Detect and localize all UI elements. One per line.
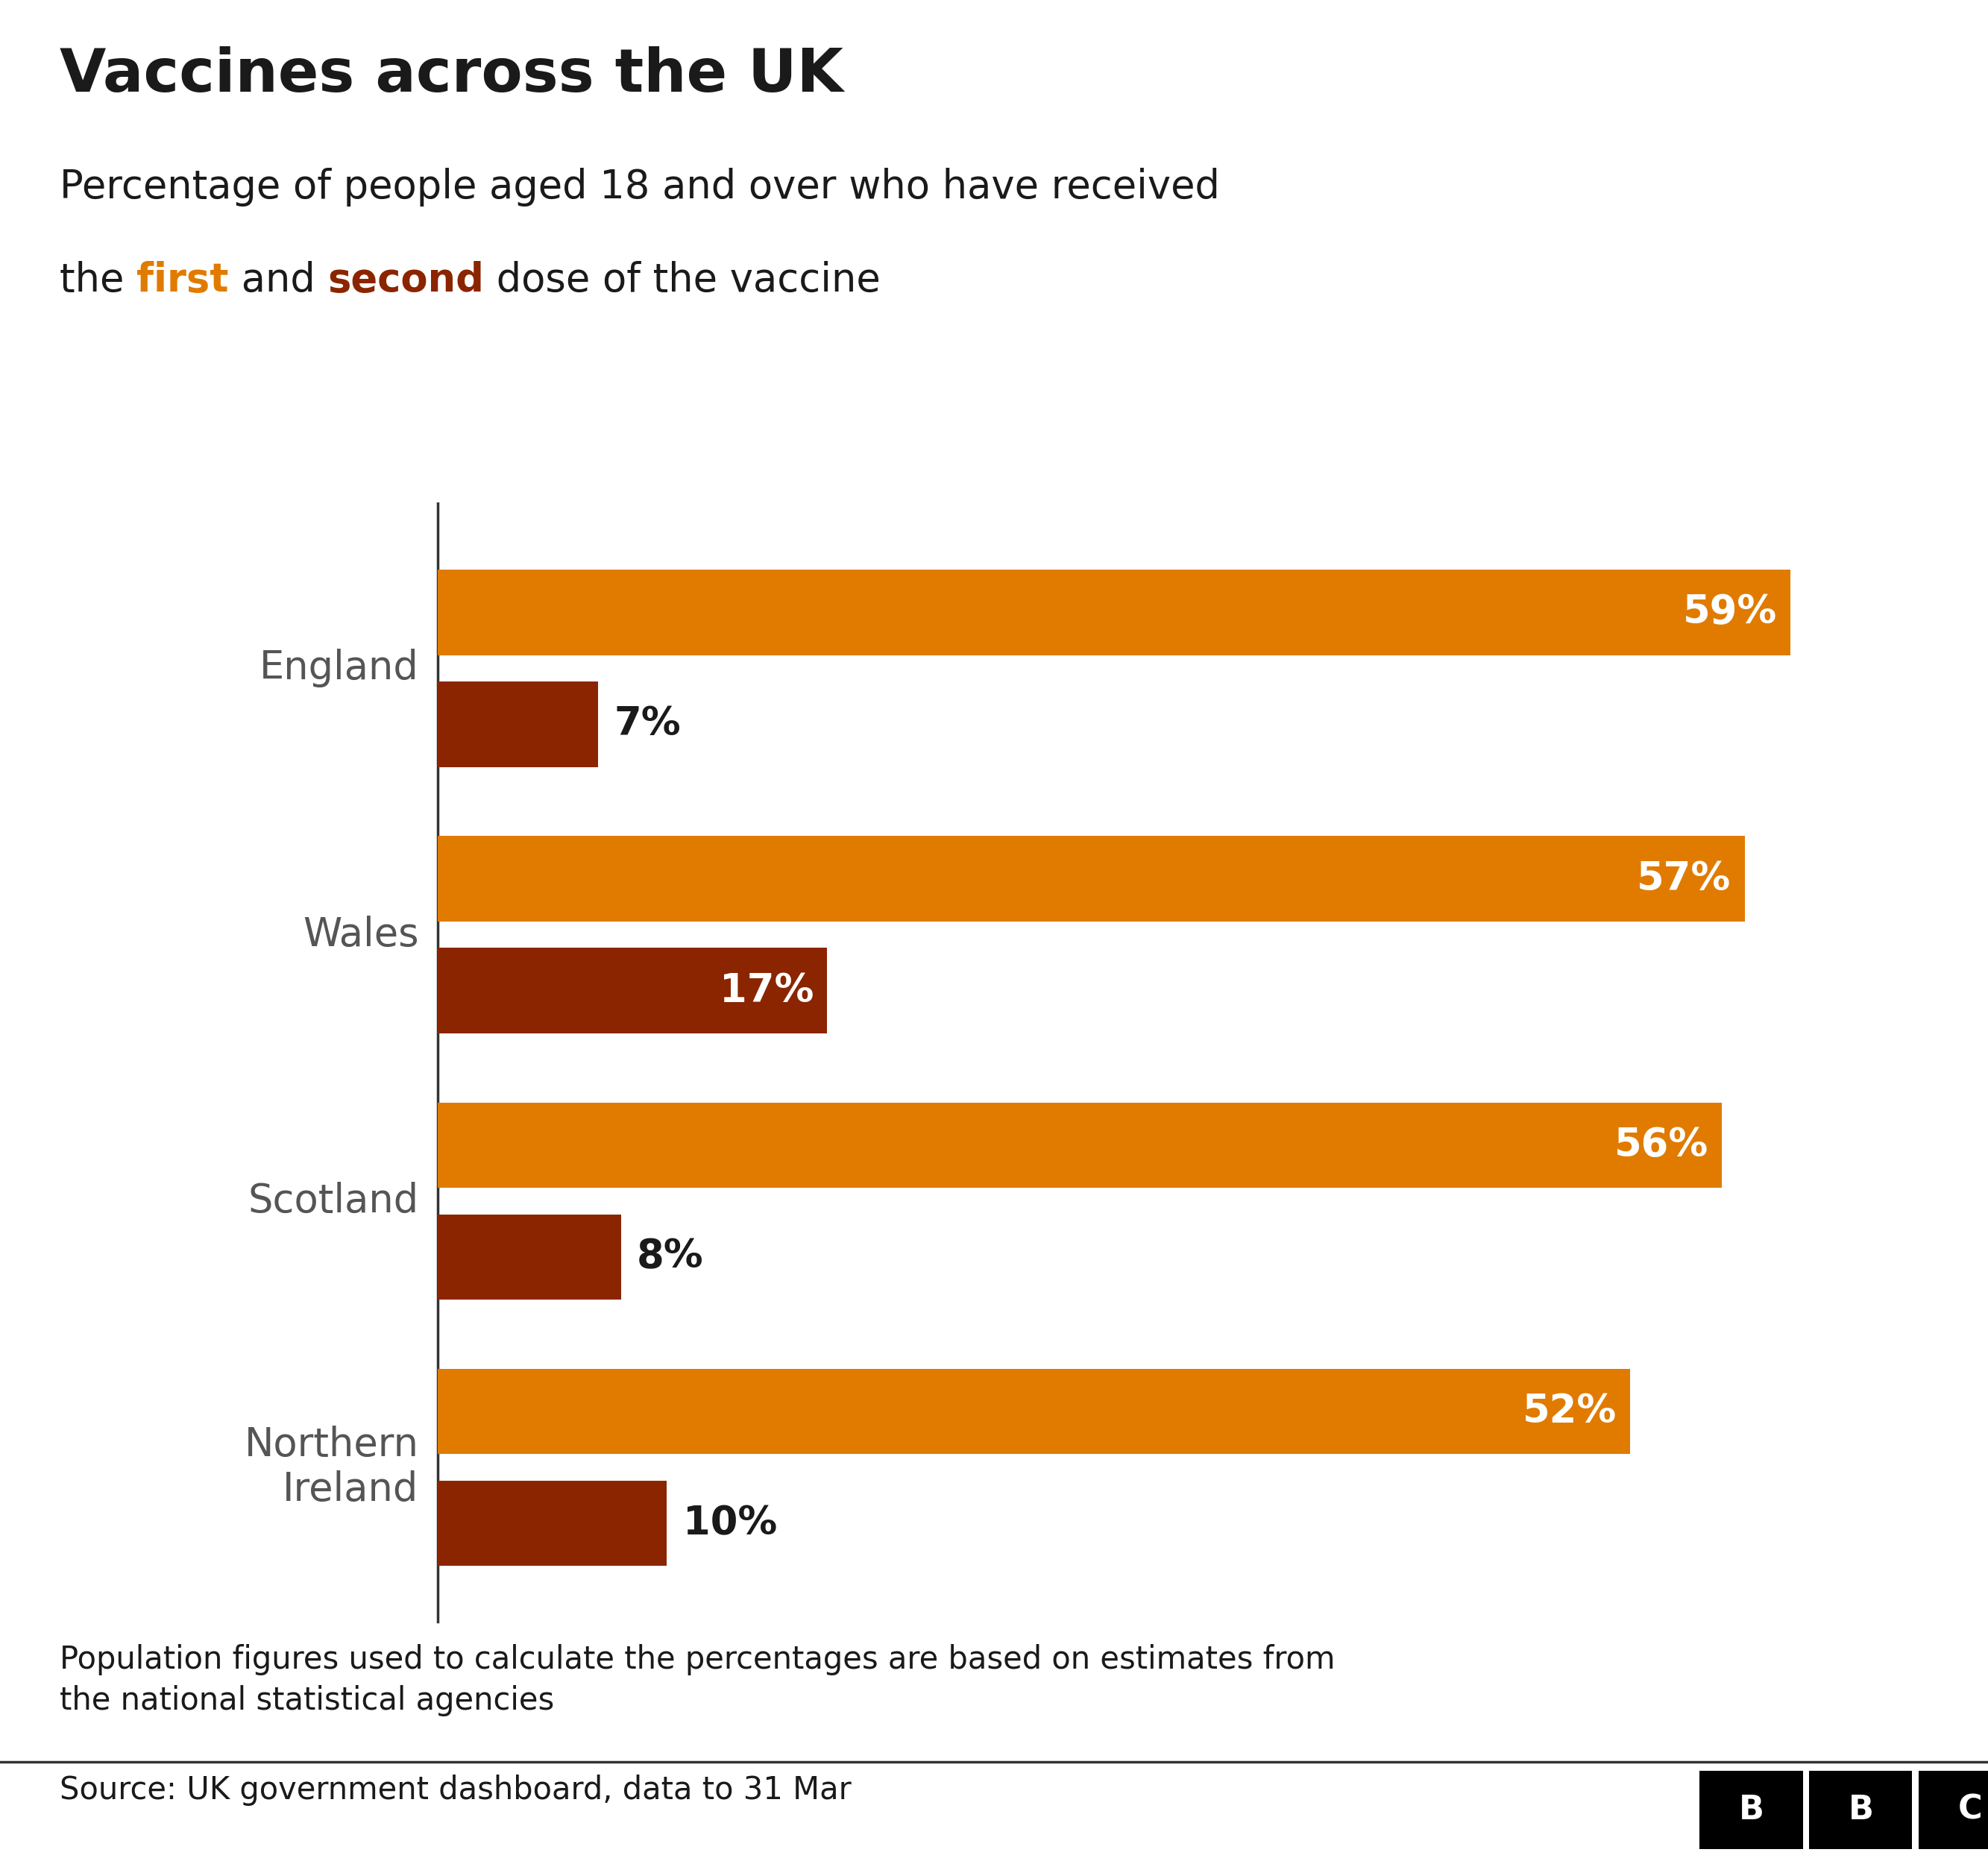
Bar: [437, 1102, 1722, 1187]
FancyBboxPatch shape: [1809, 1771, 1912, 1849]
Bar: [437, 1480, 666, 1566]
Text: 17%: 17%: [720, 971, 813, 1010]
Bar: [437, 570, 1791, 654]
FancyBboxPatch shape: [1918, 1771, 1988, 1849]
Text: second: second: [328, 261, 483, 300]
Text: 10%: 10%: [682, 1504, 777, 1543]
Text: Percentage of people aged 18 and over who have received: Percentage of people aged 18 and over wh…: [60, 168, 1221, 207]
Bar: [437, 949, 827, 1033]
Bar: [437, 1368, 1630, 1454]
Text: 7%: 7%: [614, 705, 680, 744]
Text: Population figures used to calculate the percentages are based on estimates from: Population figures used to calculate the…: [60, 1644, 1336, 1717]
Text: 57%: 57%: [1636, 859, 1732, 898]
FancyBboxPatch shape: [1700, 1771, 1803, 1849]
Text: and: and: [229, 261, 328, 300]
Text: 8%: 8%: [636, 1238, 704, 1277]
Text: B: B: [1849, 1793, 1873, 1827]
Text: Vaccines across the UK: Vaccines across the UK: [60, 47, 843, 104]
Text: C: C: [1958, 1793, 1982, 1827]
Text: dose of the vaccine: dose of the vaccine: [483, 261, 881, 300]
Text: B: B: [1740, 1793, 1763, 1827]
Text: 52%: 52%: [1523, 1392, 1616, 1432]
Text: 56%: 56%: [1614, 1126, 1708, 1165]
Text: the: the: [60, 261, 137, 300]
Bar: [437, 1213, 620, 1299]
Bar: [437, 682, 598, 766]
Text: Source: UK government dashboard, data to 31 Mar: Source: UK government dashboard, data to…: [60, 1775, 851, 1806]
Text: first: first: [137, 261, 229, 300]
Text: 59%: 59%: [1682, 593, 1777, 632]
Bar: [437, 837, 1745, 921]
